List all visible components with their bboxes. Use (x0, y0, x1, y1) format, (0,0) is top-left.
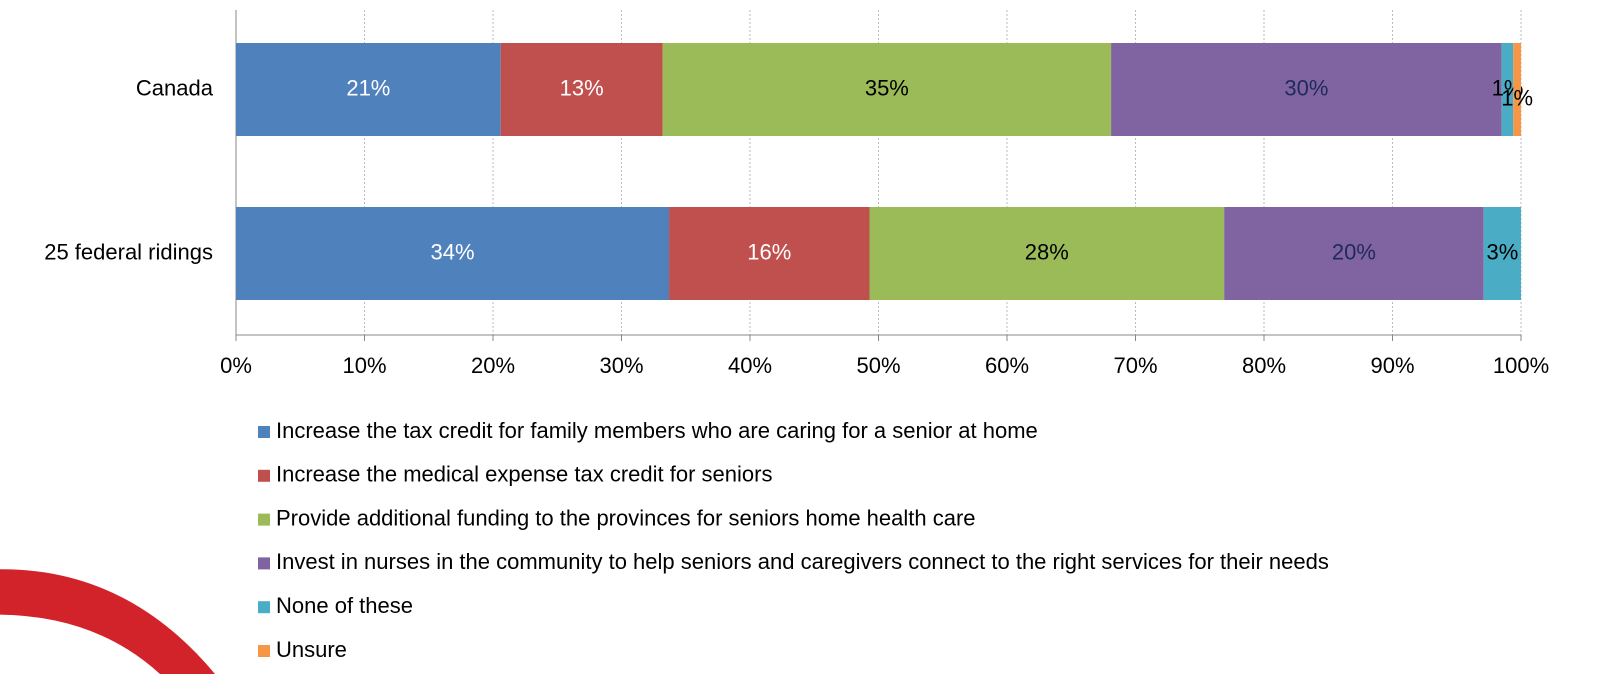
category-label: 25 federal ridings (44, 239, 213, 264)
bar-segment (669, 207, 870, 300)
bar-segment (500, 43, 663, 136)
decoration (0, 569, 215, 674)
bar-segment (1483, 207, 1521, 300)
data-label: 30% (1284, 75, 1328, 100)
data-label: 16% (747, 239, 791, 264)
legend-swatch (258, 469, 270, 482)
data-label: 21% (346, 75, 390, 100)
data-label: 34% (430, 239, 474, 264)
x-tick-label: 70% (1113, 353, 1157, 378)
legend-swatch (258, 513, 270, 526)
bar-segment (236, 43, 501, 136)
x-tick-label: 60% (985, 353, 1029, 378)
legend-label: Increase the tax credit for family membe… (276, 418, 1038, 443)
legend-swatch (258, 645, 270, 657)
legend-label: Unsure (276, 637, 347, 662)
x-tick-label: 50% (856, 353, 900, 378)
legend-label: Provide additional funding to the provin… (276, 505, 976, 530)
data-label: 3% (1486, 239, 1518, 264)
x-tick-label: 0% (220, 353, 252, 378)
legend-label: None of these (276, 593, 413, 618)
category-label: Canada (136, 75, 214, 100)
bar-segment (869, 207, 1225, 300)
data-label: 20% (1332, 239, 1376, 264)
x-tick-label: 100% (1493, 353, 1549, 378)
bar-segment (1224, 207, 1484, 300)
legend-label: Increase the medical expense tax credit … (276, 462, 772, 487)
x-tick-label: 20% (471, 353, 515, 378)
bar-segment (236, 207, 670, 300)
x-tick-label: 10% (342, 353, 386, 378)
bar-segment (1501, 43, 1514, 136)
bar-segment (1513, 43, 1521, 136)
x-tick-label: 30% (599, 353, 643, 378)
x-tick-label: 80% (1242, 353, 1286, 378)
bar-segment (662, 43, 1112, 136)
x-tick-label: 40% (728, 353, 772, 378)
data-label: 13% (560, 75, 604, 100)
data-label: 1% (1501, 85, 1533, 110)
x-tick-label: 90% (1370, 353, 1414, 378)
bar-segment (1111, 43, 1502, 136)
legend-swatch (258, 426, 270, 438)
legend-swatch (258, 557, 270, 570)
data-label: 28% (1025, 239, 1069, 264)
legend-label: Invest in nurses in the community to hel… (276, 549, 1329, 574)
legend-swatch (258, 601, 270, 614)
data-label: 35% (865, 75, 909, 100)
